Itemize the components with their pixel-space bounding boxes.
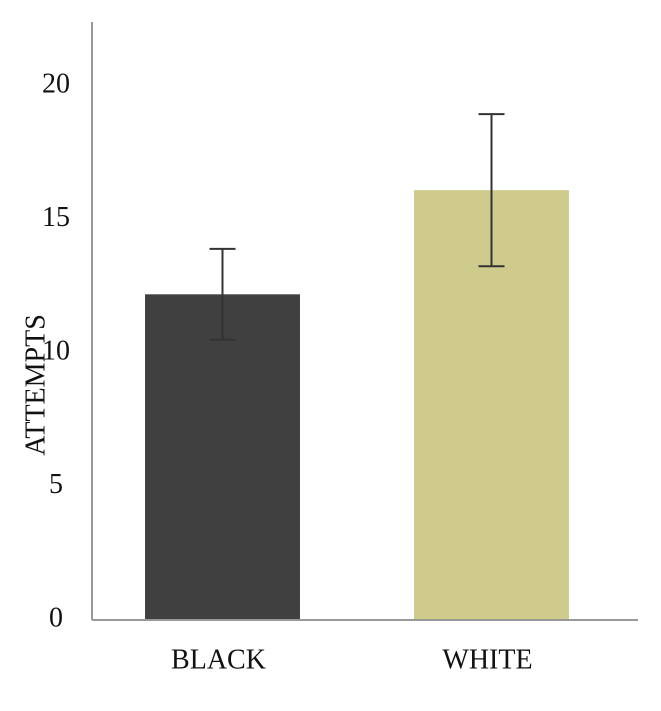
- x-tick-label: BLACK: [171, 644, 266, 675]
- y-tick-label: 0: [49, 602, 63, 633]
- y-tick-label: 20: [42, 68, 70, 99]
- y-axis-label: ATTEMPTS: [20, 314, 51, 456]
- y-tick-label: 10: [42, 335, 70, 366]
- bar: [145, 294, 300, 620]
- x-tick-label: WHITE: [442, 644, 532, 675]
- y-tick-label: 5: [49, 469, 63, 500]
- y-tick-label: 15: [42, 202, 70, 233]
